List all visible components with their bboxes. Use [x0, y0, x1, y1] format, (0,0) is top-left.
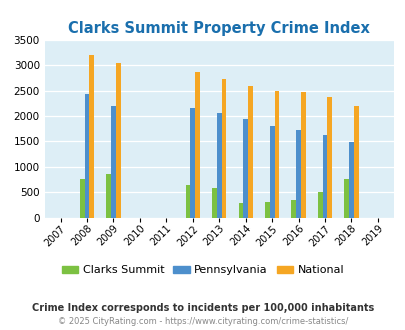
Bar: [238, 203, 243, 218]
Bar: [291, 200, 296, 218]
Title: Clarks Summit Property Crime Index: Clarks Summit Property Crime Index: [68, 21, 369, 36]
Bar: [343, 179, 348, 218]
Bar: [264, 202, 269, 218]
Bar: [80, 179, 84, 218]
Text: © 2025 CityRating.com - https://www.cityrating.com/crime-statistics/: © 2025 CityRating.com - https://www.city…: [58, 317, 347, 326]
Bar: [211, 188, 216, 218]
Text: Crime Index corresponds to incidents per 100,000 inhabitants: Crime Index corresponds to incidents per…: [32, 303, 373, 313]
Bar: [243, 119, 247, 218]
Bar: [274, 91, 279, 218]
Bar: [190, 108, 195, 218]
Bar: [300, 92, 305, 218]
Bar: [326, 97, 331, 218]
Bar: [269, 126, 274, 218]
Bar: [111, 106, 115, 218]
Bar: [115, 63, 120, 218]
Bar: [348, 142, 353, 218]
Bar: [106, 174, 111, 218]
Bar: [84, 94, 89, 218]
Bar: [247, 86, 252, 218]
Bar: [185, 185, 190, 218]
Bar: [322, 135, 326, 218]
Bar: [195, 72, 199, 218]
Bar: [296, 130, 300, 218]
Bar: [317, 192, 322, 218]
Bar: [221, 79, 226, 218]
Bar: [216, 113, 221, 218]
Bar: [89, 55, 94, 218]
Legend: Clarks Summit, Pennsylvania, National: Clarks Summit, Pennsylvania, National: [57, 261, 348, 280]
Bar: [353, 106, 358, 218]
